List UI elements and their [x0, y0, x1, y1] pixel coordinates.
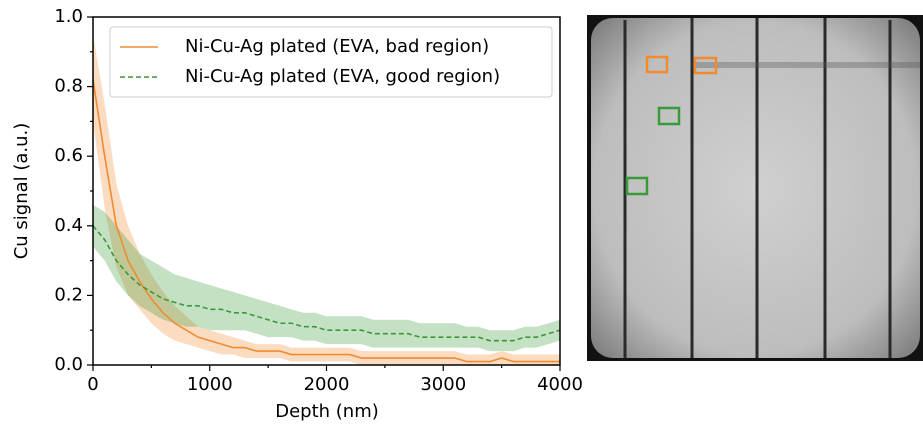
busbars [623, 18, 892, 358]
legend: Ni-Cu-Ag plated (EVA, bad region) Ni-Cu-A… [109, 26, 553, 98]
x-tick-label: 1000 [187, 374, 233, 395]
x-tick-label: 0 [87, 374, 98, 395]
region-boxes [625, 55, 718, 196]
x-axis-label: Depth (nm) [275, 401, 379, 422]
y-tick-label: 0.6 [54, 145, 83, 166]
y-axis-label: Cu signal (a.u.) [11, 123, 32, 260]
legend-label: Ni-Cu-Ag plated (EVA, good region) [185, 66, 500, 87]
el-image [587, 15, 923, 361]
data-line [92, 225, 561, 342]
y-tick-label: 0.0 [54, 354, 83, 375]
y-tick-label: 0.8 [54, 76, 83, 97]
error-band [93, 204, 560, 352]
defect-band [692, 62, 920, 68]
y-tick-label: 0.2 [54, 284, 83, 305]
x-tick-label: 2000 [304, 374, 350, 395]
legend-frame [109, 26, 553, 98]
x-tick-label: 3000 [420, 374, 466, 395]
legend-label: Ni-Cu-Ag plated (EVA, bad region) [185, 36, 489, 57]
y-tick-label: 0.4 [54, 215, 83, 236]
x-tick-label: 4000 [537, 374, 583, 395]
y-tick-label: 1.0 [54, 6, 83, 27]
data-line [92, 79, 560, 363]
